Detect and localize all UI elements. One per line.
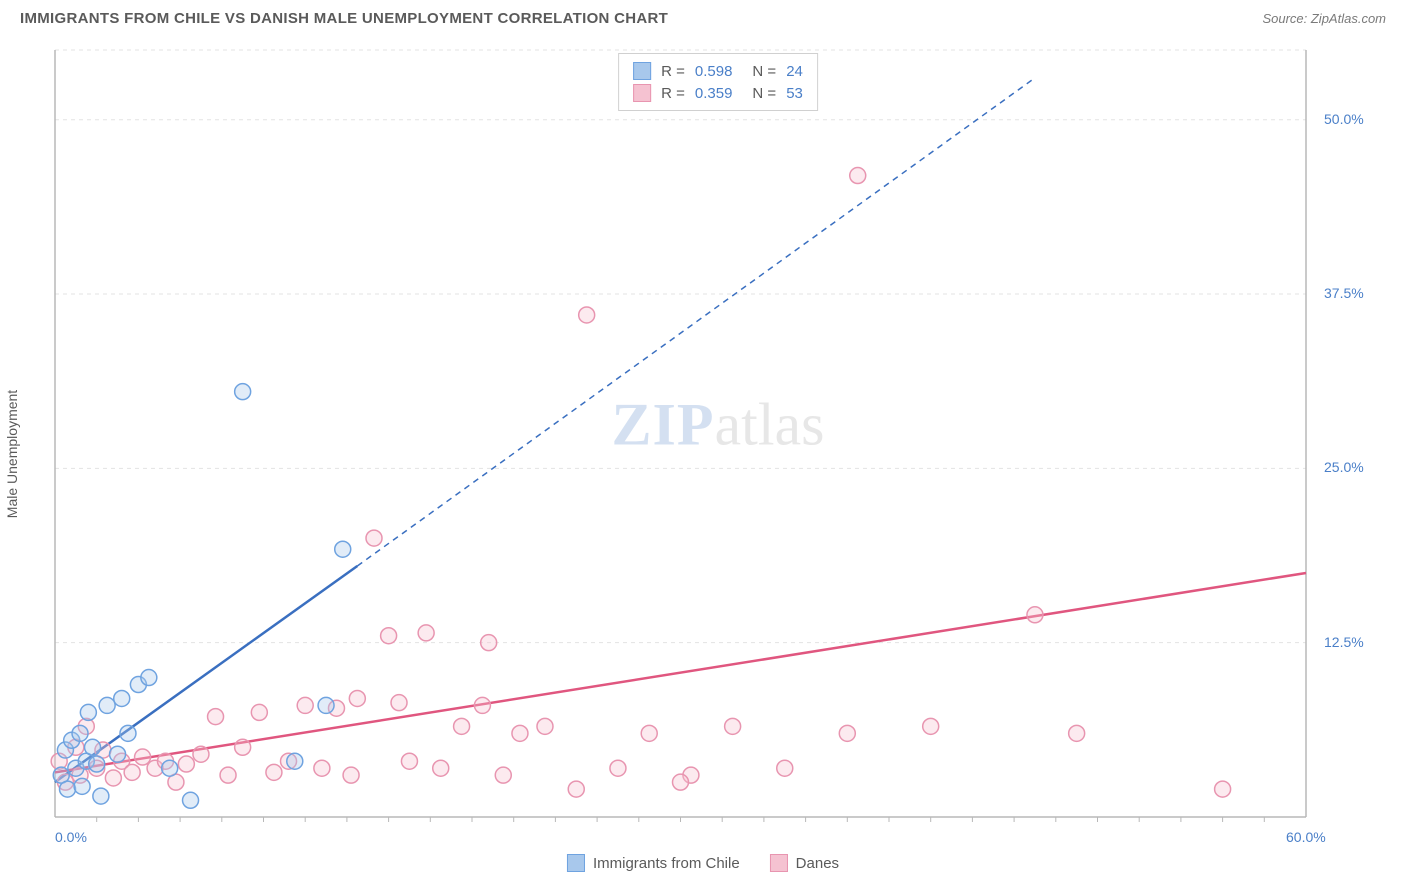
legend-swatch-danes — [633, 84, 651, 102]
chart-container: ZIPatlas R = 0.598 N = 24 R = 0.359 N = … — [50, 45, 1386, 837]
legend-item-chile: Immigrants from Chile — [567, 854, 740, 872]
legend-row-danes: R = 0.359 N = 53 — [633, 82, 803, 104]
legend-swatch-icon — [567, 854, 585, 872]
correlation-legend: R = 0.598 N = 24 R = 0.359 N = 53 — [618, 53, 818, 111]
y-tick-label: 50.0% — [1324, 111, 1364, 127]
x-tick-label: 60.0% — [1286, 829, 1326, 845]
scatter-plot — [50, 45, 1386, 837]
legend-row-chile: R = 0.598 N = 24 — [633, 60, 803, 82]
chart-source: Source: ZipAtlas.com — [1262, 11, 1386, 26]
y-tick-label: 12.5% — [1324, 634, 1364, 650]
y-axis-label: Male Unemployment — [4, 390, 20, 518]
chart-title: IMMIGRANTS FROM CHILE VS DANISH MALE UNE… — [20, 10, 668, 27]
legend-swatch-chile — [633, 62, 651, 80]
chart-header: IMMIGRANTS FROM CHILE VS DANISH MALE UNE… — [0, 0, 1406, 35]
legend-swatch-icon — [770, 854, 788, 872]
y-tick-label: 25.0% — [1324, 459, 1364, 475]
legend-item-danes: Danes — [770, 854, 839, 872]
y-tick-label: 37.5% — [1324, 285, 1364, 301]
x-tick-label: 0.0% — [55, 829, 87, 845]
series-legend: Immigrants from Chile Danes — [567, 854, 839, 872]
